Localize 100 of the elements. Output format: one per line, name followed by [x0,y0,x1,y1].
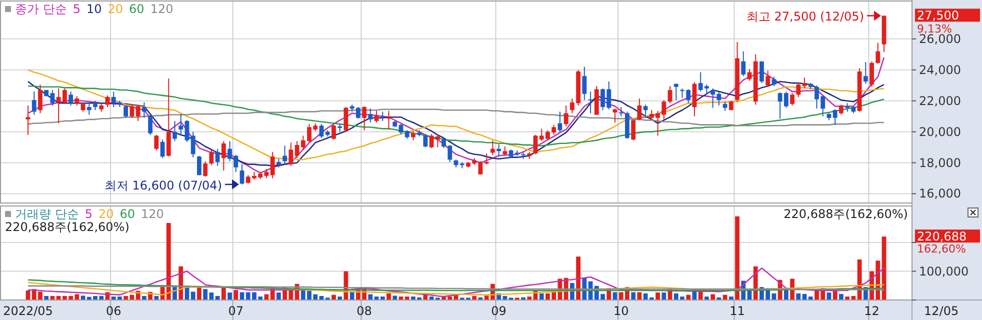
candlestick [264,168,269,179]
text: 120 [150,2,174,16]
x-tick-label: 06 [106,304,122,318]
candlestick [374,110,379,124]
bar [631,292,636,300]
y-tick-label: 22,000 [919,94,961,108]
candlestick [221,140,226,171]
candlestick [368,108,373,124]
bar [576,256,580,300]
candlestick [184,120,190,142]
candlestick [294,140,300,159]
candlestick [796,82,801,98]
candlestick [362,106,366,131]
candlestick [637,98,642,121]
candlestick [136,104,140,122]
legend-title: 종가 단순 [15,2,67,16]
line-series [27,85,885,146]
y-tick-label: 20,000 [919,124,961,139]
candlestick [68,91,73,106]
candlestick [863,62,868,84]
candlestick [240,164,244,185]
candlestick [766,70,770,88]
bar [221,287,226,300]
candlestick [747,68,752,82]
bar [832,290,838,300]
candlestick [148,114,152,136]
candlestick [582,66,587,101]
candlestick [502,146,508,156]
candlestick [741,50,746,77]
bar [392,296,398,300]
bar [662,292,666,300]
bar [539,293,544,300]
candlestick [668,86,672,104]
candlestick [172,120,177,142]
y-tick-label: 24,000 [919,62,961,77]
candlestick [674,83,678,101]
x-tick-label: 12 [864,304,880,318]
text: 10 [86,2,102,16]
candlestick [772,76,776,87]
text: 5 [84,207,92,221]
x-tick-label: 07 [228,304,244,318]
y-tick-label: 18,000 [919,156,961,170]
candlestick [435,134,440,148]
candlestick [86,103,92,116]
legend-title: 거래량 단순 [15,207,79,221]
candlestick [50,90,55,106]
candlestick [215,148,220,166]
y-tick-label: 16,000 [919,186,961,201]
candlestick [380,111,385,122]
bar [228,292,232,300]
candlestick [166,78,171,158]
bar [796,293,801,300]
candlestick [26,104,30,136]
annotation: 최저 16,600 (07/04) [104,178,222,192]
candlestick [197,155,202,176]
candlestick [93,100,98,111]
candlestick [564,104,568,127]
candlestick [533,134,538,155]
candlestick [319,124,324,138]
bar [839,294,844,300]
candlestick [288,142,294,166]
text: 220,688 [917,230,967,244]
bar [656,292,660,300]
bar [637,292,642,300]
candlestick [142,102,146,118]
candlestick [760,60,764,84]
candlestick [160,139,165,159]
candlestick [558,111,562,134]
annotation: 220,688주(162,60%) [784,207,908,221]
x-tick-label: 08 [356,304,372,318]
bar [166,222,171,300]
bar [234,290,238,300]
candlestick [429,134,434,149]
candlestick [631,118,636,141]
candlestick [790,92,794,106]
bar [190,292,196,300]
text: 20 [108,2,124,16]
candlestick [722,101,728,112]
candlestick [423,134,428,148]
text: 12/05 [924,304,959,318]
bar [386,293,391,300]
text: 27,500 [917,8,959,23]
candlestick [484,152,489,165]
candlestick [839,104,844,116]
bar [735,216,740,300]
x-tick-label: 2022/05 [3,304,53,318]
candlestick [478,160,483,175]
text: 20 [98,207,114,221]
y-tick-label: 100,000 [919,264,969,278]
candlestick [692,82,697,117]
text: 120 [141,207,164,221]
x-tick-label: 10 [613,304,629,318]
candlestick [490,140,495,156]
bar [698,292,703,300]
candlestick [411,130,416,141]
candlestick [130,103,134,118]
candlestick [38,84,42,114]
candlestick [386,110,391,130]
candlestick [270,151,275,179]
x-tick-label: 11 [730,304,745,318]
